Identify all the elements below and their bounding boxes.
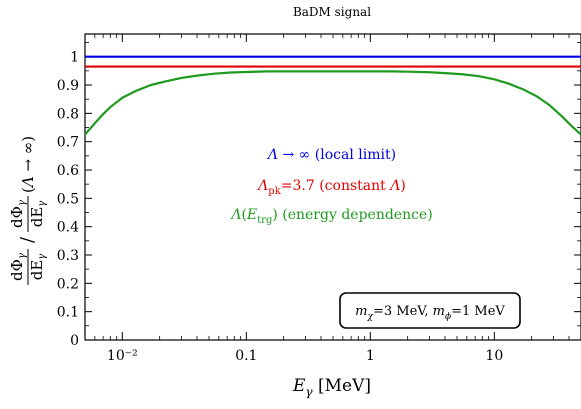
y-tick-label-9: 0.9 [57, 78, 79, 94]
mass-parameters-frame [339, 292, 521, 329]
y-tick-label-6: 0.6 [57, 163, 79, 179]
y-tick-label-4: 0.4 [57, 220, 79, 236]
x-tick-label-1: 0.1 [235, 348, 257, 364]
y-axis-label: dΦγ dEγ / dΦγ dEγ (Λ → ∞) [8, 136, 48, 285]
legend-entry-3: Λ(Etrg) (energy dependence) [229, 207, 432, 226]
svg-text:dΦγ: dΦγ [8, 253, 28, 281]
y-tick-label-2: 0.2 [57, 276, 79, 292]
legend: Λ → ∞ (local limit) Λpk=3.7 (constant Λ)… [229, 147, 432, 226]
y-tick-label-7: 0.7 [57, 135, 79, 151]
mass-parameters-box: mχ=3 MeV, mϕ=1 MeV [339, 292, 521, 329]
y-tick-label-1: 0.1 [57, 305, 79, 321]
y-tick-label-3: 0.3 [57, 248, 79, 264]
y-tick-label-5: 0.5 [57, 191, 79, 207]
svg-text:dEγ: dEγ [28, 201, 48, 228]
y-tick-label-10: 1 [70, 50, 79, 66]
series-layer [84, 55, 581, 136]
svg-text:dΦγ: dΦγ [8, 200, 28, 228]
chart-title: BaDM signal [293, 5, 371, 19]
series-energy-dependence [84, 70, 581, 136]
svg-text:(Λ → ∞): (Λ → ∞) [19, 136, 37, 193]
x-tick-label-0: 10⁻² [107, 348, 138, 364]
y-tick-label-0: 0 [70, 333, 79, 349]
x-axis-label: Eγ [MeV] [292, 376, 371, 399]
legend-entry-2: Λpk=3.7 (constant Λ) [256, 178, 406, 197]
svg-text:/: / [17, 236, 38, 243]
legend-entry-1: Λ → ∞ (local limit) [266, 147, 396, 163]
mass-parameters-text: mχ=3 MeV, mϕ=1 MeV [355, 304, 505, 322]
x-tick-label-2: 1 [366, 348, 375, 364]
axis-tick-labels: 0 0.1 0.2 0.3 0.4 0.5 0.6 0.7 0.8 0.9 1 10⁻² 0.1 1 10 [57, 50, 504, 364]
x-tick-label-3: 10 [485, 348, 503, 364]
y-tick-label-8: 0.8 [57, 106, 79, 122]
svg-text:dEγ: dEγ [28, 254, 48, 281]
